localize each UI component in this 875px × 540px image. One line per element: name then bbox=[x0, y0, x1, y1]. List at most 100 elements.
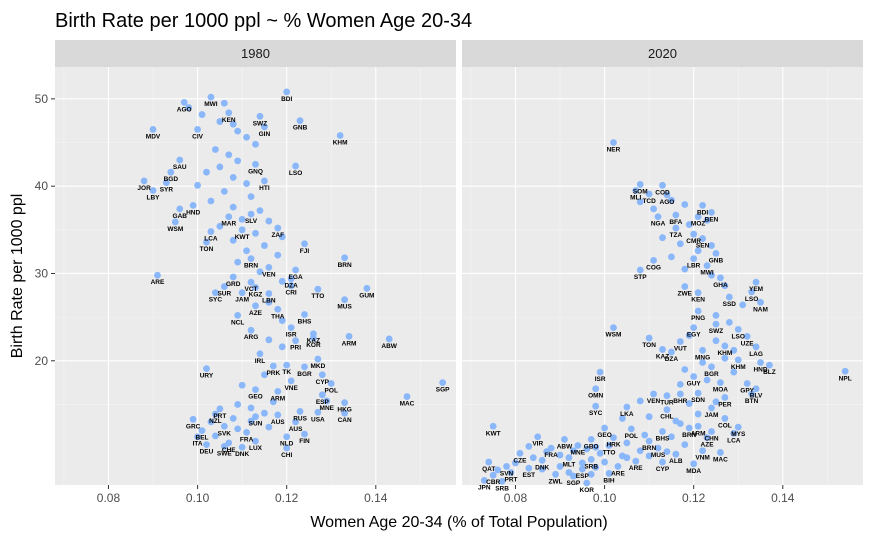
data-point bbox=[685, 424, 693, 432]
data-point bbox=[225, 109, 233, 117]
data-point bbox=[176, 205, 184, 213]
data-point bbox=[296, 117, 304, 125]
data-point bbox=[341, 296, 349, 304]
data-point bbox=[708, 208, 715, 216]
data-point bbox=[265, 423, 273, 431]
point-label: VEN bbox=[262, 271, 276, 278]
point-label: FJI bbox=[300, 248, 310, 255]
data-point bbox=[323, 397, 331, 405]
data-point bbox=[439, 379, 447, 387]
data-point bbox=[699, 359, 706, 366]
point-label: GEO bbox=[597, 432, 611, 439]
data-point bbox=[269, 398, 277, 406]
y-tick-label: 50 bbox=[35, 92, 49, 106]
data-point bbox=[685, 332, 693, 339]
data-point bbox=[752, 278, 760, 286]
point-label: TCD bbox=[642, 198, 656, 205]
data-point bbox=[220, 283, 228, 290]
data-point bbox=[659, 346, 666, 353]
data-point bbox=[180, 98, 188, 106]
point-label: STP bbox=[634, 274, 647, 281]
data-point bbox=[261, 177, 268, 185]
point-label: ARG bbox=[244, 334, 258, 341]
point-label: EST bbox=[523, 472, 536, 479]
point-label: POL bbox=[625, 433, 638, 440]
data-point bbox=[623, 439, 631, 447]
data-point bbox=[243, 428, 250, 436]
data-point bbox=[565, 454, 573, 462]
point-label: ISR bbox=[595, 376, 606, 383]
data-point bbox=[641, 431, 649, 439]
data-point bbox=[734, 356, 742, 364]
data-point bbox=[610, 324, 617, 332]
point-label: MWI bbox=[700, 270, 714, 277]
point-label: COG bbox=[646, 264, 661, 271]
data-point bbox=[238, 289, 246, 297]
data-point bbox=[318, 371, 326, 379]
data-point bbox=[274, 251, 282, 259]
point-label: KAZ bbox=[307, 338, 320, 345]
data-point bbox=[730, 368, 738, 376]
point-label: JAM bbox=[235, 297, 249, 304]
point-label: KOR bbox=[306, 342, 321, 349]
data-point bbox=[690, 324, 698, 332]
point-label: LAG bbox=[749, 351, 763, 358]
point-label: BEL bbox=[196, 435, 209, 442]
data-point bbox=[534, 433, 542, 441]
data-point bbox=[734, 325, 742, 333]
data-point bbox=[229, 174, 237, 181]
data-point bbox=[212, 146, 219, 153]
point-label: IRL bbox=[255, 358, 266, 365]
data-point bbox=[207, 197, 215, 205]
data-point bbox=[207, 93, 215, 101]
data-point bbox=[274, 387, 282, 395]
point-label: GRD bbox=[226, 281, 241, 288]
data-point bbox=[489, 471, 497, 479]
data-point bbox=[766, 361, 773, 369]
point-label: HTI bbox=[259, 185, 270, 192]
data-point bbox=[363, 284, 371, 292]
point-label: TUR bbox=[660, 400, 674, 407]
data-point bbox=[703, 434, 711, 442]
point-label: VIR bbox=[532, 441, 543, 448]
data-point bbox=[327, 380, 335, 387]
data-point bbox=[292, 266, 299, 274]
data-point bbox=[636, 266, 644, 274]
data-point bbox=[538, 465, 546, 473]
data-point bbox=[659, 181, 666, 189]
point-label: SYR bbox=[160, 187, 174, 194]
point-label: GRC bbox=[186, 423, 201, 430]
point-label: CMR bbox=[686, 238, 701, 245]
data-point bbox=[498, 477, 506, 485]
point-label: SYC bbox=[209, 297, 223, 304]
data-point bbox=[699, 235, 706, 242]
point-label: EGA bbox=[289, 274, 303, 281]
data-point bbox=[252, 413, 259, 421]
point-label: ESP bbox=[316, 399, 330, 406]
data-point bbox=[171, 218, 179, 226]
data-point bbox=[672, 450, 680, 458]
point-label: AUS bbox=[271, 419, 285, 426]
x-tick-label: 0.10 bbox=[593, 491, 617, 505]
data-point bbox=[694, 307, 702, 315]
data-point bbox=[543, 448, 551, 455]
point-label: KAZ bbox=[656, 353, 669, 360]
point-label: CHN bbox=[704, 436, 718, 443]
point-label: THA bbox=[271, 313, 285, 320]
data-point bbox=[261, 123, 268, 131]
point-label: CYP bbox=[316, 379, 330, 386]
data-point bbox=[220, 422, 228, 430]
data-point bbox=[225, 213, 233, 221]
data-point bbox=[256, 207, 264, 215]
data-point bbox=[690, 460, 698, 468]
data-point bbox=[252, 437, 259, 445]
data-point bbox=[385, 335, 393, 343]
data-point bbox=[748, 288, 756, 296]
x-axis-2020: 0.08 0.10 0.12 0.14 bbox=[504, 485, 795, 505]
point-label: BTN bbox=[745, 398, 759, 405]
point-label: ZWL bbox=[549, 478, 563, 485]
data-point bbox=[663, 392, 671, 400]
point-label: SWZ bbox=[253, 120, 267, 127]
point-label: NAM bbox=[753, 306, 768, 313]
point-label: BIH bbox=[603, 477, 615, 484]
